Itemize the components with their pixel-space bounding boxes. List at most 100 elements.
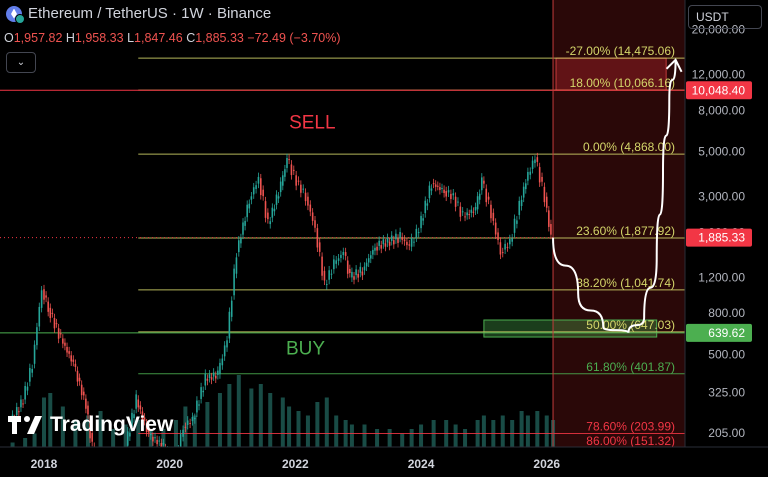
candle-body: [422, 218, 424, 221]
candle-body: [273, 208, 276, 212]
candle-body: [91, 433, 93, 442]
open-label: O: [4, 31, 14, 45]
candle-body: [264, 201, 267, 218]
candle-body: [481, 177, 483, 191]
symbol-title: Ethereum / TetherUS · 1W · Binance: [28, 5, 272, 22]
candle-body: [221, 358, 224, 366]
tradingview-watermark: TradingView: [8, 413, 173, 437]
candle-body: [36, 327, 38, 346]
candle-body: [342, 251, 345, 256]
candle-body: [131, 412, 133, 428]
candle-body: [318, 242, 321, 252]
candle-body: [184, 426, 187, 428]
price-tag: [686, 323, 752, 342]
y-tick-label: 1,200.00: [698, 270, 745, 284]
candle-body: [534, 159, 536, 164]
volume-bar: [249, 388, 254, 447]
candle-body: [531, 160, 534, 169]
candle-body: [369, 255, 372, 259]
candle-body: [47, 301, 49, 312]
time-axis-background: [0, 447, 768, 477]
candle-body: [269, 221, 272, 225]
candle-body: [439, 187, 441, 190]
candle-body: [300, 184, 302, 193]
fib-level-label: 18.00% (10,066.16): [570, 76, 675, 90]
volume-bar: [481, 415, 486, 447]
volume-bar: [419, 424, 424, 447]
candle-body: [250, 196, 253, 200]
fib-level-label: 50.00% (647.03): [586, 318, 675, 332]
candle-body: [524, 183, 527, 190]
candle-body: [214, 375, 217, 379]
candle-body: [66, 346, 68, 353]
candle-body: [20, 399, 22, 408]
candle-body: [487, 196, 490, 200]
x-tick-label: 2020: [156, 457, 183, 471]
fib-level-label: -27.00% (14,475.06): [566, 44, 675, 58]
candle-body: [18, 411, 20, 413]
volume-bar: [10, 442, 15, 447]
candle-body: [284, 169, 286, 177]
candle-body: [452, 193, 455, 196]
volume-bar: [334, 415, 339, 447]
currency-button[interactable]: USDT: [688, 5, 762, 29]
volume-bar: [161, 429, 166, 447]
volume-bar: [519, 411, 524, 447]
candle-body: [57, 328, 60, 339]
x-tick-label: 2018: [31, 457, 58, 471]
candle-body: [49, 307, 52, 318]
candle-body: [262, 189, 264, 197]
volume-bar: [268, 393, 273, 447]
candle-body: [372, 249, 374, 255]
high-label: H: [65, 31, 75, 45]
collapse-legend-button[interactable]: ⌄: [6, 52, 36, 73]
candle-body: [297, 180, 300, 182]
candle-body: [476, 196, 479, 210]
open-value: 1,957.82: [13, 31, 63, 45]
volume-bar: [32, 433, 37, 447]
candle-body: [380, 245, 383, 249]
price-tag: [686, 228, 752, 247]
candle-body: [543, 186, 546, 203]
tradingview-logo-icon: [8, 416, 42, 434]
candle-body: [40, 290, 43, 308]
candle-body: [228, 311, 231, 339]
candle-body: [349, 268, 351, 273]
volume-bar: [296, 411, 301, 447]
candle-body: [156, 439, 158, 445]
candle-body: [437, 185, 439, 187]
candle-body: [499, 242, 502, 255]
volume-bar: [98, 411, 103, 447]
symbol-header[interactable]: Ethereum / TetherUS · 1W · Binance: [6, 5, 272, 24]
candle-body: [143, 417, 146, 421]
candle-body: [550, 224, 552, 235]
y-tick-label: 800.00: [708, 306, 745, 320]
candle-body: [82, 391, 85, 396]
fib-level-label: 86.00% (151.32): [586, 434, 675, 448]
candle-body: [355, 269, 357, 276]
candle-body: [240, 238, 242, 244]
candle-body: [325, 284, 328, 286]
candle-body: [457, 201, 459, 203]
y-tick-label: 8,000.00: [698, 103, 745, 117]
candle-body: [139, 405, 142, 410]
candle-body: [179, 434, 182, 447]
candle-body: [340, 254, 342, 258]
candle-body: [208, 374, 211, 378]
candle-body: [483, 180, 485, 184]
candle-body: [53, 318, 56, 329]
candle-body: [472, 211, 475, 213]
candle-body: [309, 204, 312, 212]
candle-body: [395, 233, 397, 240]
candle-body: [548, 210, 550, 227]
volume-bar: [85, 415, 90, 447]
candle-body: [260, 178, 262, 196]
candle-body: [518, 200, 521, 215]
volume-bar: [453, 424, 458, 447]
candle-body: [242, 222, 244, 235]
close-label: C: [186, 31, 196, 45]
price-tag: [686, 81, 752, 100]
candle-body: [198, 404, 200, 406]
candle-body: [529, 171, 532, 175]
